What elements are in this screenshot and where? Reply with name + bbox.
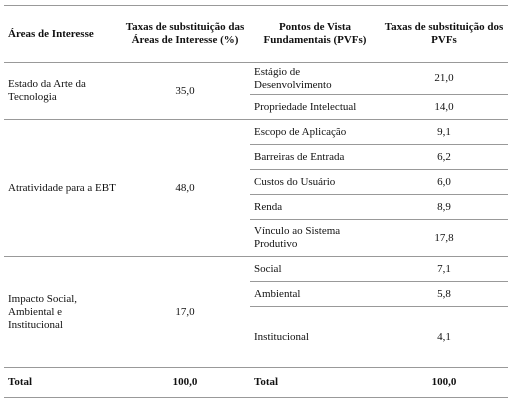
pvf-cell: Custos do Usuário [250,169,380,195]
pvf-cell: Ambiental [250,281,380,307]
table-header: Áreas de Interesse Taxas de substituição… [4,5,508,63]
area-cell: Estado da Arte da Tecnologia [4,62,120,120]
table-row: Impacto Social, Ambiental e Instituciona… [4,256,508,368]
pvf-rate-cell: 14,0 [380,94,508,120]
total-cell: 100,0 [380,367,508,398]
pvf-rate-cell: 17,8 [380,219,508,257]
pvf-rate-cell: 7,1 [380,256,508,282]
pvf-cell: Propriedade Intelectual [250,94,380,120]
area-cell: Atratividade para a EBT [4,119,120,257]
pvf-cell: Social [250,256,380,282]
pvf-rate-cell: 6,2 [380,144,508,170]
pvf-rate-cell: 6,0 [380,169,508,195]
pvf-cell: Barreiras de Entrada [250,144,380,170]
table-row: Propriedade Intelectual 14,0 [4,94,508,120]
area-rate-cell: 48,0 [120,119,250,257]
table-row: Ambiental 5,8 [4,281,508,307]
pvf-rate-cell: 9,1 [380,119,508,145]
area-cell: Impacto Social, Ambiental e Instituciona… [4,256,120,368]
header-cell: Taxas de substituição das Áreas de Inter… [120,5,250,63]
table-row: Atratividade para a EBT 48,0 Escopo de Apl… [4,119,508,257]
pvf-cell: Estágio de Desenvolvimento [250,62,380,95]
pvf-cell: Vínculo ao Sistema Produtivo [250,219,380,257]
total-cell: 100,0 [120,367,250,398]
pvf-cell: Renda [250,194,380,220]
total-cell: Total [250,367,380,398]
table-body: Estado da Arte da Tecnologia 35,0 Estágio … [4,62,508,368]
total-cell: Total [4,367,120,398]
header-cell: Taxas de substituição dos PVFs [380,5,508,63]
header-cell: Pontos de Vista Fundamentais (PVFs) [250,5,380,63]
table-row: Custos do Usuário 6,0 [4,169,508,195]
table-row: Estado da Arte da Tecnologia 35,0 Estágio … [4,62,508,120]
pvf-cell: Escopo de Aplicação [250,119,380,145]
rates-table: Áreas de Interesse Taxas de substituição… [4,5,508,398]
area-rate-cell: 17,0 [120,256,250,368]
area-rate-cell: 35,0 [120,62,250,120]
pvf-rate-cell: 8,9 [380,194,508,220]
pvf-rate-cell: 21,0 [380,62,508,95]
pvf-rate-cell: 5,8 [380,281,508,307]
pvf-cell: Institucional [250,306,380,368]
table-row: Vínculo ao Sistema Produtivo 17,8 [4,219,508,257]
table-row: Barreiras de Entrada 6,2 [4,144,508,170]
header-cell: Áreas de Interesse [4,5,120,63]
table-row: Institucional 4,1 [4,306,508,368]
pvf-rate-cell: 4,1 [380,306,508,368]
table-footer: Total 100,0 Total 100,0 [4,367,508,398]
table-row: Renda 8,9 [4,194,508,220]
